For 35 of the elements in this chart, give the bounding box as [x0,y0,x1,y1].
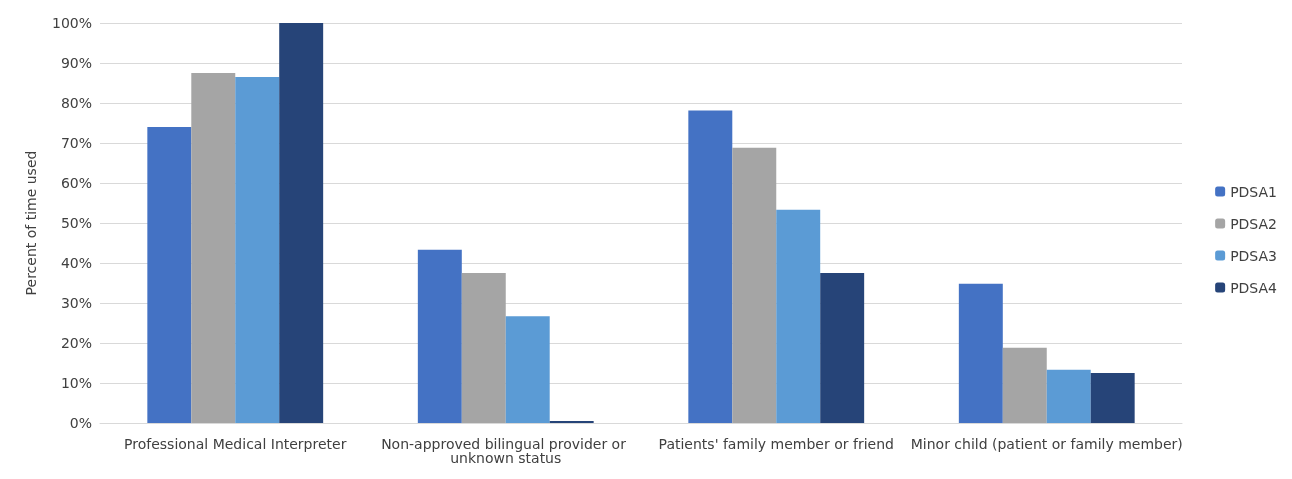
y-tick-label: 60% [60,175,92,191]
x-tick-label: Professional Medical Interpreter [124,436,347,452]
y-tick-label: 30% [60,295,92,311]
legend-label: PDSA1 [1230,183,1278,200]
bar [1046,369,1091,423]
y-tick-label: 80% [60,95,92,111]
y-tick-label: 20% [60,335,92,351]
y-tick-label: 0% [69,415,92,431]
bar [505,316,550,423]
legend-label: PDSA4 [1230,279,1278,296]
bar [688,110,733,423]
y-tick-label: 10% [60,375,92,391]
y-tick-label: 70% [60,135,92,151]
legend-label: PDSA3 [1230,247,1278,264]
bar [235,77,280,423]
legend-label: PDSA2 [1230,215,1278,232]
bar [776,209,821,423]
y-axis-title: Percent of time used [23,150,39,296]
bar [1090,373,1135,423]
y-tick-label: 50% [60,215,92,231]
y-tick-label: 40% [60,255,92,271]
x-tick-label: Non-approved bilingual provider or unknown status [381,436,631,466]
bar [147,127,192,423]
bar [732,147,777,423]
bar [417,249,462,423]
bar [1002,347,1047,423]
y-tick-label: 100% [51,15,92,31]
bar [461,273,506,423]
bar [279,23,324,423]
bar [820,273,865,423]
bar [191,73,236,423]
bar [958,283,1003,423]
y-tick-label: 90% [60,55,92,71]
x-tick-label: Minor child (patient or family member) [910,436,1183,452]
x-tick-label: Patients' family member or friend [658,436,894,452]
